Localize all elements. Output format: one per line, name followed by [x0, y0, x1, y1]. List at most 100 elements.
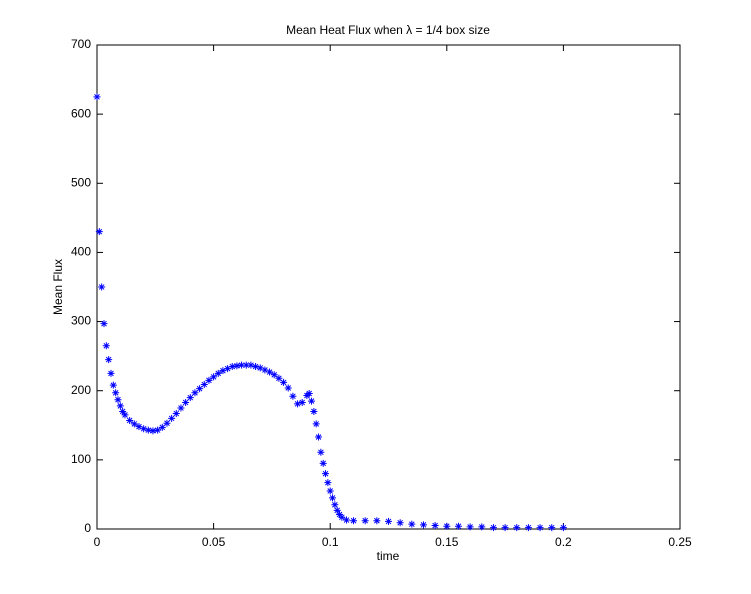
data-point [154, 426, 162, 434]
data-point [112, 389, 120, 397]
data-point [524, 524, 532, 532]
x-tick-label: 0.25 [668, 535, 692, 549]
data-point [298, 398, 306, 406]
data-point [308, 397, 316, 405]
data-point [322, 470, 330, 478]
data-point [114, 396, 122, 404]
data-point [312, 420, 320, 428]
data-point [443, 522, 451, 530]
data-point [350, 517, 358, 525]
data-point [408, 520, 416, 528]
data-point [305, 389, 313, 397]
data-point [338, 513, 346, 521]
data-point [329, 494, 337, 502]
data-point [289, 392, 297, 400]
data-point [266, 368, 274, 376]
data-point [210, 373, 218, 381]
chart-title: Mean Heat Flux when λ = 1/4 box size [286, 23, 490, 37]
data-point [130, 420, 138, 428]
data-point [102, 342, 110, 350]
data-point [284, 384, 292, 392]
data-point [454, 522, 462, 530]
data-point [466, 523, 474, 531]
x-tick-label: 0.05 [202, 535, 226, 549]
data-point [163, 419, 171, 427]
data-point [431, 522, 439, 530]
data-point [319, 459, 327, 467]
data-point [93, 93, 101, 101]
data-point [324, 479, 332, 487]
data-point [109, 381, 117, 389]
data-point [326, 487, 334, 495]
data-point [205, 376, 213, 384]
data-point [100, 320, 108, 328]
data-point [373, 517, 381, 525]
data-point [270, 371, 278, 379]
data-point [317, 448, 325, 456]
data-point [116, 402, 124, 410]
data-point [310, 407, 318, 415]
data-point [336, 510, 344, 518]
data-point [107, 369, 115, 377]
data-point [361, 517, 369, 525]
data-point [536, 524, 544, 532]
data-point [228, 363, 236, 371]
x-tick-label: 0.1 [322, 535, 339, 549]
data-point [242, 361, 250, 369]
data-point [196, 385, 204, 393]
data-point [548, 524, 556, 532]
data-point [280, 378, 288, 386]
data-point [126, 416, 134, 424]
y-tick-label: 0 [84, 521, 91, 535]
data-point [172, 410, 180, 418]
data-point [119, 407, 127, 415]
y-tick-label: 700 [71, 37, 91, 51]
y-tick-label: 100 [71, 452, 91, 466]
data-point [95, 228, 103, 236]
data-point [186, 394, 194, 402]
data-point [98, 283, 106, 291]
x-tick-label: 0.15 [435, 535, 459, 549]
plot-box [96, 44, 681, 530]
data-point [315, 433, 323, 441]
data-point [501, 524, 509, 532]
data-point [233, 362, 241, 370]
data-point [559, 524, 567, 532]
data-point [121, 411, 129, 419]
data-point [191, 389, 199, 397]
data-point [158, 423, 166, 431]
data-point [419, 521, 427, 529]
data-point [331, 501, 339, 509]
data-point [513, 524, 521, 532]
y-tick-label: 400 [71, 245, 91, 259]
y-tick-label: 200 [71, 383, 91, 397]
data-point [144, 426, 152, 434]
data-point [135, 423, 143, 431]
data-point [343, 516, 351, 524]
data-point [333, 506, 341, 514]
data-point [238, 361, 246, 369]
data-point [252, 363, 260, 371]
x-axis-label: time [377, 549, 400, 563]
data-point [385, 517, 392, 525]
data-point [256, 364, 264, 372]
y-tick-label: 600 [71, 106, 91, 120]
x-tick-label: 0 [94, 535, 101, 549]
data-point [489, 524, 497, 532]
y-axis-label: Mean Flux [51, 259, 65, 315]
data-point [105, 356, 113, 364]
data-point [200, 380, 208, 388]
data-point [224, 365, 232, 373]
y-tick-label: 300 [71, 314, 91, 328]
data-point [182, 398, 190, 406]
x-tick-label: 0.2 [555, 535, 572, 549]
y-tick-label: 500 [71, 175, 91, 189]
data-point [168, 414, 176, 422]
data-point [478, 523, 486, 531]
data-point [177, 404, 185, 412]
data-point [247, 361, 255, 369]
data-point [261, 366, 269, 374]
data-point [214, 369, 222, 377]
